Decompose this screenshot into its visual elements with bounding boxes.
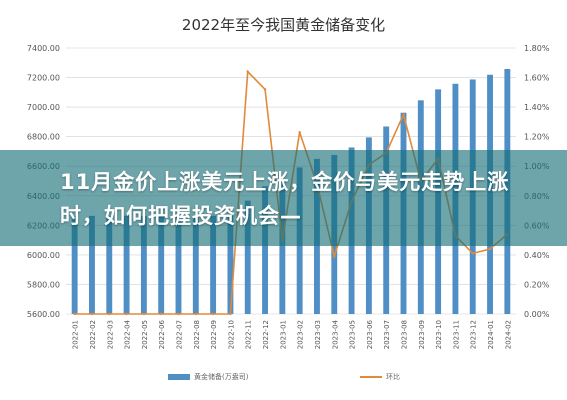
x-tick-label: 2022-05 bbox=[141, 320, 149, 349]
legend-bar: 黄金储备(万盎司) bbox=[168, 372, 248, 382]
line-point bbox=[471, 252, 474, 255]
line-point bbox=[90, 312, 94, 316]
y-tick-label-left: 7000.00 bbox=[27, 103, 60, 112]
y-tick-label-left: 5600.00 bbox=[27, 310, 60, 319]
y-tick-label-right: 0.20% bbox=[524, 280, 550, 289]
bar bbox=[192, 215, 199, 314]
y-tick-label-left: 6000.00 bbox=[27, 251, 60, 260]
bar bbox=[210, 215, 217, 314]
line-point bbox=[229, 312, 232, 316]
legend-line: 环比 bbox=[360, 372, 400, 382]
y-tick-label-right: 0.00% bbox=[524, 310, 550, 319]
x-tick-label: 2023-06 bbox=[366, 319, 374, 349]
headline-text: 11月金价上涨美元上涨，金价与美元走势上涨时，如何把握投资机会— bbox=[60, 170, 510, 228]
line-point bbox=[125, 312, 128, 316]
bar bbox=[175, 215, 182, 314]
x-tick-label: 2023-01 bbox=[279, 320, 287, 349]
x-tick-label: 2023-03 bbox=[314, 320, 322, 349]
x-tick-label: 2022-08 bbox=[193, 320, 201, 349]
line-point bbox=[211, 312, 215, 316]
x-tick-label: 2022-02 bbox=[89, 320, 97, 349]
x-tick-label: 2022-04 bbox=[124, 319, 132, 349]
bar bbox=[89, 215, 95, 314]
x-tick-label: 2022-01 bbox=[72, 320, 80, 349]
bar bbox=[71, 215, 78, 314]
x-tick-label: 2023-11 bbox=[452, 320, 460, 349]
y-tick-label-right: 1.20% bbox=[524, 133, 550, 142]
x-tick-label: 2022-09 bbox=[210, 320, 218, 349]
x-tick-label: 2022-11 bbox=[245, 320, 253, 349]
x-tick-label: 2023-08 bbox=[401, 320, 409, 349]
line-point bbox=[159, 312, 163, 316]
x-tick-label: 2022-10 bbox=[227, 320, 235, 349]
y-tick-label-right: 1.40% bbox=[524, 103, 550, 112]
legend-line-swatch bbox=[360, 376, 382, 378]
chart-title: 2022年至今我国黄金储备变化 bbox=[181, 16, 386, 34]
y-tick-label-left: 5800.00 bbox=[27, 280, 60, 289]
y-tick-label-left: 7400.00 bbox=[27, 44, 60, 53]
x-tick-label: 2023-04 bbox=[331, 319, 339, 349]
bar bbox=[279, 179, 286, 314]
x-tick-label: 2022-06 bbox=[158, 319, 166, 349]
bar bbox=[123, 215, 130, 314]
bar bbox=[227, 215, 234, 314]
x-tick-label: 2024-02 bbox=[504, 320, 512, 349]
x-tick-label: 2024-01 bbox=[487, 320, 495, 349]
line-point bbox=[142, 312, 146, 316]
line-point bbox=[108, 312, 111, 316]
line-point bbox=[194, 312, 198, 316]
line-point bbox=[263, 88, 267, 91]
line-point bbox=[488, 247, 492, 251]
bar bbox=[106, 215, 113, 314]
line-point bbox=[402, 113, 405, 116]
x-tick-label: 2023-09 bbox=[418, 320, 426, 349]
line-point bbox=[298, 131, 301, 134]
legend-bar-swatch bbox=[168, 374, 190, 380]
x-tick-label: 2023-07 bbox=[383, 320, 391, 349]
legend-line-label: 环比 bbox=[386, 373, 400, 381]
y-tick-label-right: 0.40% bbox=[524, 251, 550, 260]
x-tick-label: 2022-12 bbox=[262, 320, 270, 349]
bar bbox=[158, 215, 165, 314]
line-point bbox=[333, 255, 336, 258]
x-tick-label: 2022-07 bbox=[176, 320, 184, 349]
x-tick-label: 2023-12 bbox=[470, 320, 478, 349]
y-tick-label-left: 7200.00 bbox=[27, 74, 60, 83]
x-tick-label: 2023-10 bbox=[435, 320, 443, 349]
bar bbox=[262, 186, 268, 314]
y-tick-label-right: 1.60% bbox=[524, 74, 550, 83]
line-point bbox=[73, 312, 76, 316]
x-tick-label: 2022-03 bbox=[106, 320, 114, 349]
bar bbox=[140, 215, 147, 314]
headline-banner bbox=[0, 150, 567, 246]
x-tick-label: 2023-05 bbox=[349, 320, 357, 349]
x-tick-label: 2023-02 bbox=[297, 320, 305, 349]
line-point bbox=[246, 70, 249, 73]
y-tick-label-left: 6800.00 bbox=[27, 133, 60, 142]
line-point bbox=[177, 312, 180, 316]
bar bbox=[244, 200, 251, 314]
legend-bar-label: 黄金储备(万盎司) bbox=[194, 373, 249, 381]
y-tick-label-right: 1.80% bbox=[524, 44, 550, 53]
